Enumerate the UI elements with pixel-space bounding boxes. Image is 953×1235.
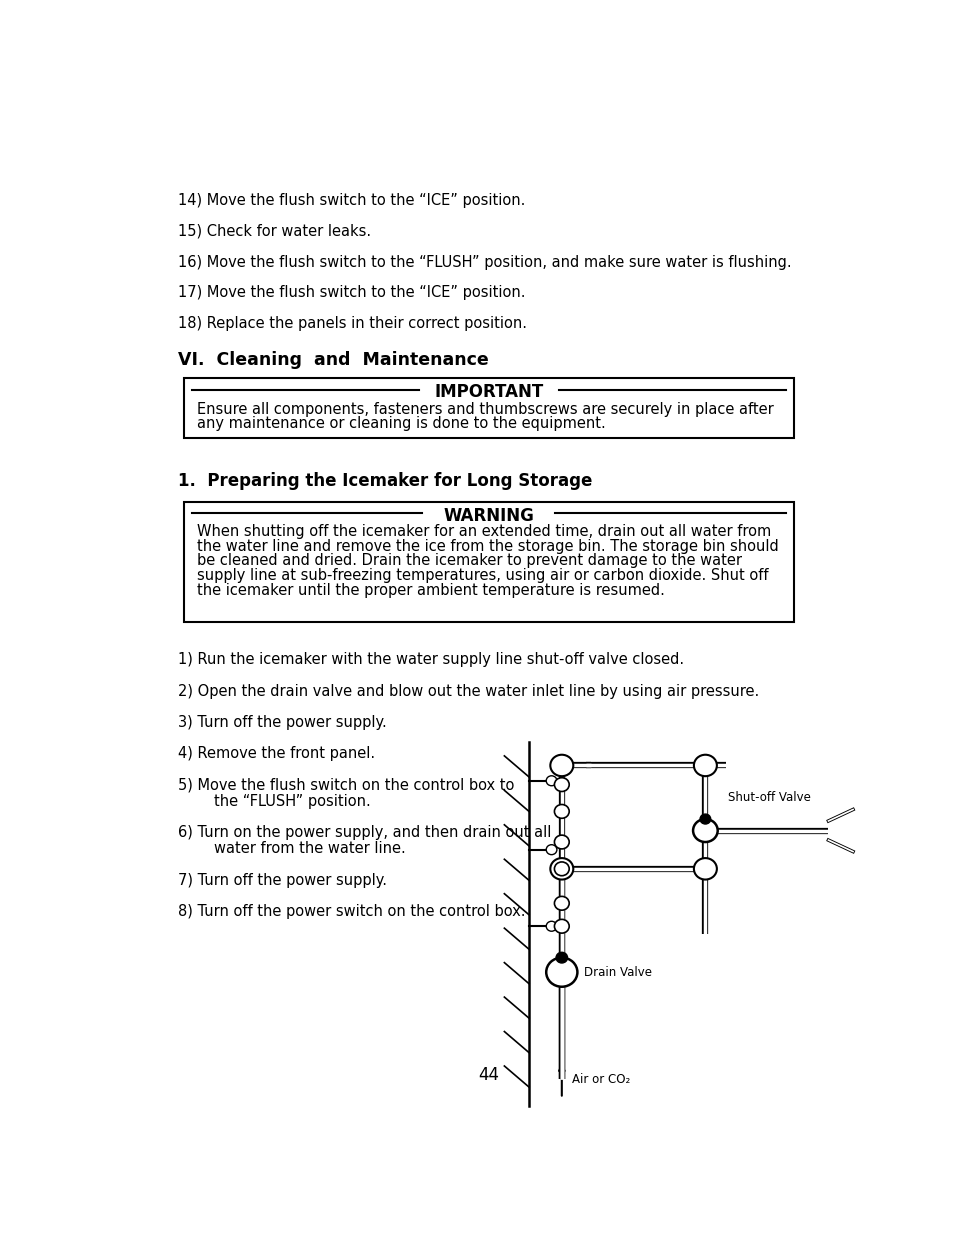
Text: the water line and remove the ice from the storage bin. The storage bin should: the water line and remove the ice from t… xyxy=(196,538,778,553)
Text: the icemaker until the proper ambient temperature is resumed.: the icemaker until the proper ambient te… xyxy=(196,583,664,598)
Text: 14) Move the flush switch to the “ICE” position.: 14) Move the flush switch to the “ICE” p… xyxy=(178,193,525,207)
Text: 44: 44 xyxy=(477,1066,499,1084)
Circle shape xyxy=(556,952,567,963)
Circle shape xyxy=(554,919,569,934)
Text: 17) Move the flush switch to the “ICE” position.: 17) Move the flush switch to the “ICE” p… xyxy=(178,285,525,300)
Circle shape xyxy=(554,804,569,819)
Text: IMPORTANT: IMPORTANT xyxy=(434,383,543,401)
Text: 5) Move the flush switch on the control box to: 5) Move the flush switch on the control … xyxy=(178,778,515,793)
Text: VI.  Cleaning  and  Maintenance: VI. Cleaning and Maintenance xyxy=(178,351,489,369)
Text: 1.  Preparing the Icemaker for Long Storage: 1. Preparing the Icemaker for Long Stora… xyxy=(178,472,592,489)
Text: 15) Check for water leaks.: 15) Check for water leaks. xyxy=(178,224,371,238)
Circle shape xyxy=(554,862,569,876)
Circle shape xyxy=(693,858,716,879)
Text: 8) Turn off the power switch on the control box.: 8) Turn off the power switch on the cont… xyxy=(178,904,525,919)
Text: 7) Turn off the power supply.: 7) Turn off the power supply. xyxy=(178,873,387,888)
Circle shape xyxy=(554,897,569,910)
Text: Shut-off Valve: Shut-off Valve xyxy=(727,790,810,804)
Circle shape xyxy=(546,845,557,855)
Circle shape xyxy=(700,814,710,824)
Text: 18) Replace the panels in their correct position.: 18) Replace the panels in their correct … xyxy=(178,316,527,331)
Text: 3) Turn off the power supply.: 3) Turn off the power supply. xyxy=(178,715,387,730)
Text: Ensure all components, fasteners and thumbscrews are securely in place after: Ensure all components, fasteners and thu… xyxy=(196,403,773,417)
Circle shape xyxy=(550,755,573,776)
Circle shape xyxy=(546,957,577,987)
Text: Air or CO₂: Air or CO₂ xyxy=(572,1073,630,1086)
Text: When shutting off the icemaker for an extended time, drain out all water from: When shutting off the icemaker for an ex… xyxy=(196,524,770,538)
Text: water from the water line.: water from the water line. xyxy=(213,841,405,856)
Text: supply line at sub-freezing temperatures, using air or carbon dioxide. Shut off: supply line at sub-freezing temperatures… xyxy=(196,568,767,583)
Text: 4) Remove the front panel.: 4) Remove the front panel. xyxy=(178,746,375,761)
Circle shape xyxy=(546,776,557,785)
Bar xyxy=(184,378,793,438)
Circle shape xyxy=(550,858,573,879)
Text: the “FLUSH” position.: the “FLUSH” position. xyxy=(213,794,371,809)
Text: WARNING: WARNING xyxy=(443,506,534,525)
Text: be cleaned and dried. Drain the icemaker to prevent damage to the water: be cleaned and dried. Drain the icemaker… xyxy=(196,553,741,568)
Text: 16) Move the flush switch to the “FLUSH” position, and make sure water is flushi: 16) Move the flush switch to the “FLUSH”… xyxy=(178,254,791,269)
Text: Drain Valve: Drain Valve xyxy=(584,966,652,978)
Circle shape xyxy=(693,755,716,776)
Text: 1) Run the icemaker with the water supply line shut-off valve closed.: 1) Run the icemaker with the water suppl… xyxy=(178,652,684,667)
Circle shape xyxy=(554,778,569,792)
Circle shape xyxy=(546,921,557,931)
Circle shape xyxy=(692,819,717,842)
Text: 2) Open the drain valve and blow out the water inlet line by using air pressure.: 2) Open the drain valve and blow out the… xyxy=(178,684,759,699)
Text: 6) Turn on the power supply, and then drain out all: 6) Turn on the power supply, and then dr… xyxy=(178,825,551,840)
Bar xyxy=(184,501,793,621)
Text: any maintenance or cleaning is done to the equipment.: any maintenance or cleaning is done to t… xyxy=(196,416,605,431)
Circle shape xyxy=(554,835,569,848)
